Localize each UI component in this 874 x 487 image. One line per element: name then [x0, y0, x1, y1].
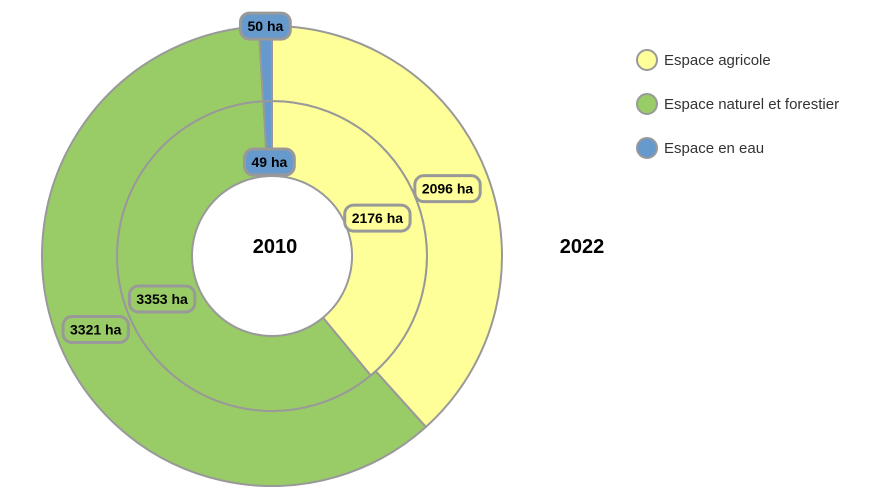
data-label-badge	[238, 11, 292, 41]
legend-swatch-espace-en-eau	[636, 137, 658, 159]
data-label-2022-espace-naturel-et-forestier: 3321 ha	[61, 315, 130, 345]
data-label-2010-espace-agricole: 2176 ha	[343, 203, 412, 233]
legend-swatch-espace-agricole	[636, 49, 658, 71]
data-label-text: 2096 ha	[422, 181, 474, 197]
data-label-badge	[413, 174, 482, 204]
legend-item-espace-naturel-et-forestier[interactable]: Espace naturel et forestier	[636, 92, 839, 116]
legend-label-espace-en-eau: Espace en eau	[664, 139, 765, 157]
inner-ring-year-label: 2010	[253, 236, 298, 258]
slices-layer	[41, 25, 503, 487]
data-label-badge	[61, 315, 130, 345]
legend-swatch-espace-naturel-et-forestier	[636, 93, 658, 115]
data-label-badge	[127, 284, 197, 314]
data-label-2010-espace-en-eau: 49 ha	[242, 147, 296, 177]
data-label-text: 50 ha	[247, 18, 283, 34]
chart-legend: Espace agricole Espace naturel et forest…	[636, 48, 839, 180]
badges-layer: 2176 ha 3353 ha 49 ha 2096 ha 3321 ha 50 ha	[61, 11, 482, 345]
data-label-text: 2176 ha	[352, 210, 404, 226]
data-label-badge	[242, 147, 296, 177]
legend-item-espace-agricole[interactable]: Espace agricole	[636, 48, 839, 72]
legend-item-espace-en-eau[interactable]: Espace en eau	[636, 136, 839, 160]
data-label-text: 3353 ha	[136, 291, 188, 307]
data-label-badge	[343, 203, 412, 233]
slice-2022-espace-agricole[interactable]	[271, 25, 503, 428]
labels-layer: 2010 2022	[253, 236, 605, 258]
slice-2022-espace-naturel-et-forestier[interactable]	[41, 25, 427, 487]
data-label-2022-espace-agricole: 2096 ha	[413, 174, 482, 204]
data-label-2010-espace-naturel-et-forestier: 3353 ha	[127, 284, 197, 314]
data-label-2022-espace-en-eau: 50 ha	[238, 11, 292, 41]
legend-label-espace-naturel-et-forestier: Espace naturel et forestier	[664, 95, 840, 113]
outer-ring-year-label: 2022	[560, 236, 605, 258]
data-label-text: 49 ha	[251, 154, 287, 170]
legend-label-espace-agricole: Espace agricole	[664, 51, 771, 69]
data-label-text: 3321 ha	[70, 322, 122, 338]
